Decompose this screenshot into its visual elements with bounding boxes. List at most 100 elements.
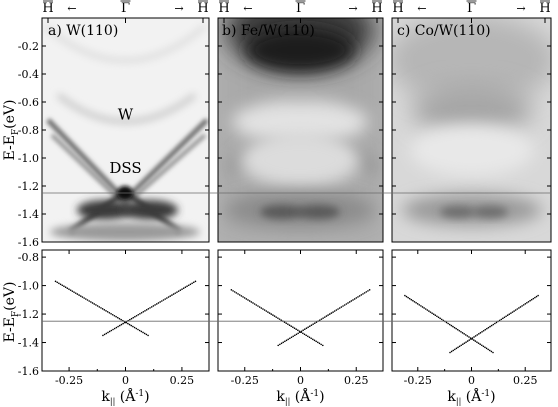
scatter-frame: [391, 249, 552, 372]
band-point: [333, 310, 336, 312]
k-point-label: ←: [243, 2, 252, 15]
band-point: [74, 292, 77, 294]
band-point: [303, 328, 306, 331]
x-axis-label: k|| (Å-1): [447, 387, 495, 406]
band-point: [308, 336, 311, 339]
band-point: [76, 293, 79, 295]
band-point: [312, 323, 314, 325]
panel-c-title: c) Co/W(110): [397, 23, 491, 39]
band-point: [500, 318, 503, 321]
band-point: [514, 309, 517, 311]
band-point: [363, 292, 366, 294]
band-point: [300, 330, 303, 333]
band-point: [147, 308, 150, 310]
band-point: [297, 329, 299, 332]
band-point: [230, 289, 233, 291]
band-point: [68, 288, 70, 290]
band-point: [129, 318, 131, 321]
band-point: [404, 294, 406, 297]
band-point: [142, 311, 145, 313]
band-point: [166, 297, 168, 299]
band-point: [343, 304, 346, 306]
band-point: [337, 308, 339, 310]
band-point: [307, 335, 309, 338]
band-point: [516, 308, 519, 310]
band-point: [357, 296, 359, 298]
band-point: [98, 306, 101, 308]
band-point: [450, 350, 453, 353]
band-point: [407, 296, 409, 299]
band-point: [111, 313, 114, 316]
k-point-label: Γ: [467, 1, 476, 16]
band-point: [194, 280, 197, 283]
band-point: [436, 315, 438, 318]
band-point: [155, 303, 158, 305]
band-point: [530, 298, 533, 301]
band-point: [424, 308, 427, 310]
y-tick-label: -0.6: [18, 96, 39, 109]
band-point: [297, 332, 299, 335]
band-point: [405, 295, 408, 298]
band-point: [192, 281, 195, 284]
band-point: [174, 292, 177, 294]
band-point: [445, 321, 448, 324]
band-point: [290, 336, 293, 339]
band-point: [434, 314, 437, 317]
band-point: [482, 345, 485, 348]
band-point: [106, 311, 109, 313]
band-point: [237, 293, 239, 295]
band-point: [338, 307, 341, 309]
k-point-label: H: [371, 1, 382, 16]
band-point: [510, 312, 512, 314]
x-tick-label: 0: [122, 374, 129, 387]
band-point: [59, 283, 62, 286]
band-point: [466, 335, 469, 337]
band-point: [247, 299, 249, 301]
band-point: [462, 343, 464, 346]
band-point: [191, 282, 193, 285]
band-point: [81, 296, 84, 298]
band-annotation: DSS: [109, 159, 141, 177]
band-point: [61, 284, 64, 287]
band-point: [172, 293, 175, 295]
band-point: [255, 304, 258, 306]
x-axis-label: k|| (Å-1): [101, 387, 149, 406]
band-point: [315, 340, 317, 343]
band-point: [273, 315, 276, 317]
band-point: [313, 339, 316, 342]
band-point: [280, 319, 283, 321]
band-point: [490, 350, 493, 353]
band-point: [323, 316, 326, 318]
band-point: [186, 285, 188, 288]
band-point: [110, 312, 112, 315]
band-point: [139, 312, 141, 315]
band-point: [502, 317, 504, 320]
band-point: [519, 306, 522, 308]
k-point-label: →: [516, 2, 525, 15]
band-point: [63, 285, 65, 288]
band-point: [267, 311, 269, 313]
x-tick-label: 0: [297, 374, 304, 387]
band-point: [453, 326, 456, 329]
band-point: [137, 313, 140, 316]
band-point: [318, 342, 321, 345]
panel-b-title: b) Fe/W(110): [222, 23, 315, 39]
band-point: [463, 342, 466, 344]
band-point: [189, 283, 192, 286]
k-point-label: Γ: [296, 1, 305, 16]
band-point: [149, 307, 151, 309]
y-tick-label: -0.4: [18, 68, 39, 81]
reference-line: [42, 192, 551, 322]
band-point: [182, 287, 185, 290]
band-point: [492, 323, 495, 326]
band-point: [268, 312, 271, 314]
band-point: [108, 330, 111, 333]
band-point: [54, 280, 57, 283]
band-point: [410, 298, 413, 301]
band-point: [258, 306, 261, 308]
band-point: [257, 305, 259, 307]
band-point: [242, 296, 244, 298]
band-point: [177, 290, 180, 292]
band-point: [176, 291, 178, 293]
